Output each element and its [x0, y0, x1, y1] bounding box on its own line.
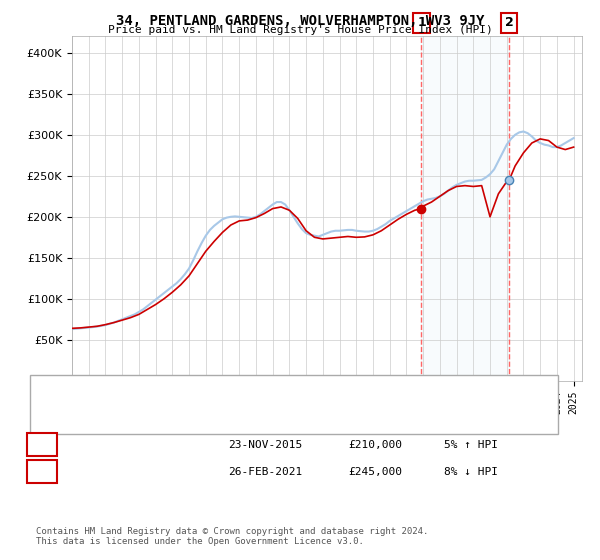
Text: 34, PENTLAND GARDENS, WOLVERHAMPTON, WV3 9JY: 34, PENTLAND GARDENS, WOLVERHAMPTON, WV3… — [116, 14, 484, 28]
Text: Contains HM Land Registry data © Crown copyright and database right 2024.
This d: Contains HM Land Registry data © Crown c… — [36, 526, 428, 546]
Text: 8% ↓ HPI: 8% ↓ HPI — [444, 467, 498, 477]
Text: £210,000: £210,000 — [348, 440, 402, 450]
Text: 1: 1 — [38, 440, 46, 450]
Text: 2: 2 — [505, 16, 514, 30]
Text: 26-FEB-2021: 26-FEB-2021 — [228, 467, 302, 477]
Text: 5% ↑ HPI: 5% ↑ HPI — [444, 440, 498, 450]
Bar — [421, 36, 509, 381]
Text: 2: 2 — [38, 467, 46, 477]
Text: 1: 1 — [417, 16, 426, 30]
Text: HPI: Average price, detached house, Wolverhampton: HPI: Average price, detached house, Wolv… — [90, 401, 378, 411]
Text: Price paid vs. HM Land Registry's House Price Index (HPI): Price paid vs. HM Land Registry's House … — [107, 25, 493, 35]
Text: 34, PENTLAND GARDENS, WOLVERHAMPTON, WV3 9JY (detached house): 34, PENTLAND GARDENS, WOLVERHAMPTON, WV3… — [90, 384, 448, 394]
Text: £245,000: £245,000 — [348, 467, 402, 477]
Text: 23-NOV-2015: 23-NOV-2015 — [228, 440, 302, 450]
